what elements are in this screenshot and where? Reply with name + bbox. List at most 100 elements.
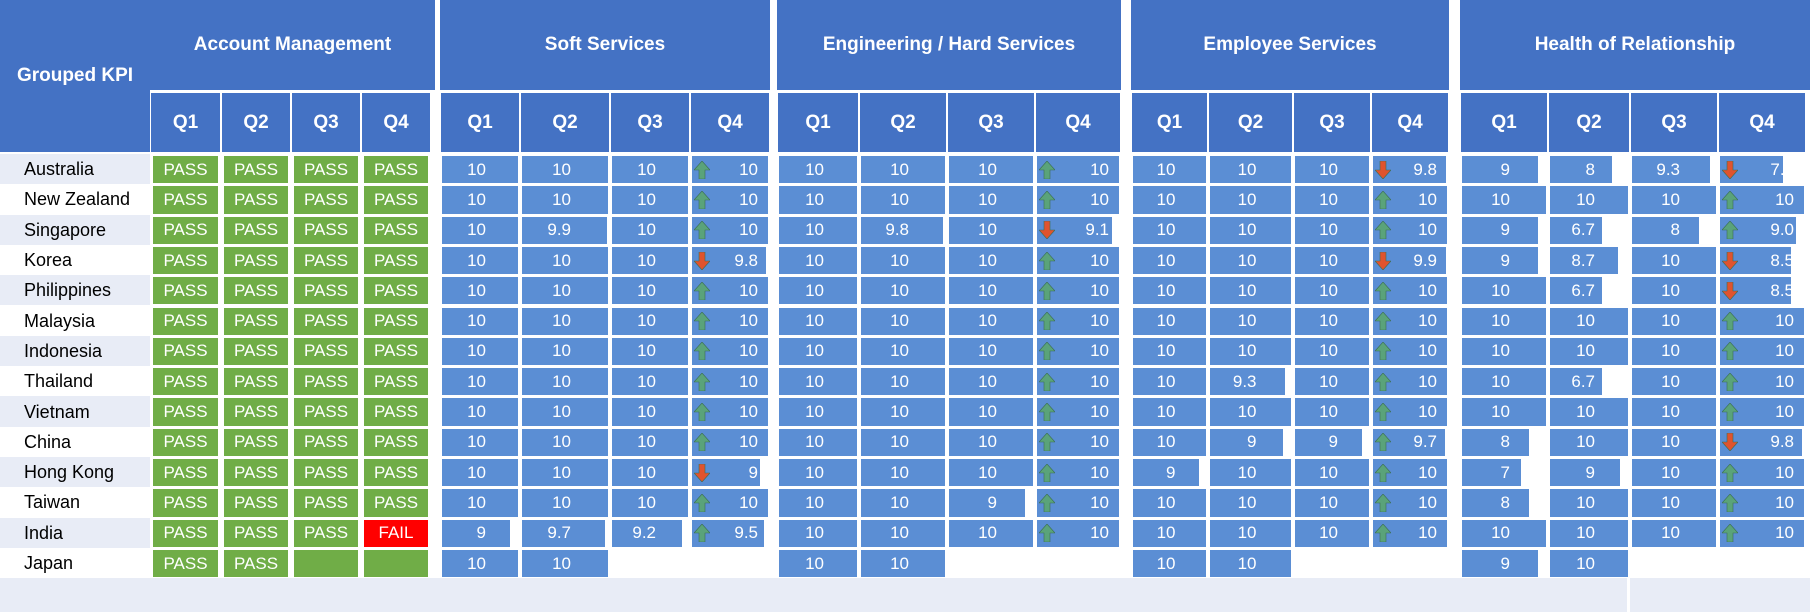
kpi-value: 10 [1319,220,1338,240]
data-bar [949,337,1033,366]
data-bar [1462,277,1546,305]
status-cell: PASS [153,337,218,366]
data-bar [612,277,688,305]
trend-up-icon [1038,402,1056,422]
kpi-value: 10 [1237,280,1257,300]
kpi-value: 10 [739,371,758,391]
kpi-value: 10 [552,159,571,179]
data-bar [949,156,1033,184]
trend-up-icon [1038,311,1056,331]
row-label-background [0,517,150,548]
data-bar [1462,337,1546,366]
kpi-value: 9 [1500,159,1510,179]
status-cell: PASS [294,156,358,184]
kpi-value: 10 [978,402,997,422]
kpi-value: 10 [978,523,997,543]
data-bar [779,186,857,214]
kpi-value: 10 [1156,492,1176,512]
data-bar [442,549,518,578]
data-bar [1133,156,1206,184]
kpi-value: 8.7 [1571,250,1595,270]
kpi-value: 10 [1491,402,1510,422]
quarter-header: Q2 [222,93,290,152]
data-bar [1295,307,1369,335]
kpi-value: 10 [890,462,909,482]
kpi-value: 10 [1491,189,1510,209]
kpi-value: 10 [552,462,571,482]
data-bar [1550,156,1613,184]
kpi-value: 8.5 [1770,250,1794,270]
country-label: Singapore [24,219,107,240]
data-bar [1462,549,1538,578]
kpi-value: 10 [1576,189,1595,209]
kpi-value: 10 [739,159,758,179]
data-bar [612,519,682,547]
trend-down-icon [1721,251,1739,270]
kpi-value: 9.9 [1413,250,1437,270]
data-bar [1210,489,1291,517]
data-bar [1550,549,1628,578]
trend-up-icon [1038,432,1056,452]
data-bar [442,186,518,214]
country-label: Hong Kong [24,462,115,483]
data-bar [949,277,1033,305]
kpi-value: 10 [1418,220,1437,240]
quarter-header: Q1 [778,93,858,152]
row-label-background [0,366,150,397]
status-cell [294,549,358,578]
kpi-value: 10 [1156,432,1176,452]
kpi-value: 10 [1319,462,1338,482]
kpi-value: 10 [637,371,656,391]
data-bar [1295,216,1369,244]
trend-up-icon [1038,341,1056,361]
data-bar [1550,489,1628,517]
data-bar [1295,368,1369,396]
kpi-value: 10 [1418,311,1437,331]
data-bar [612,337,688,366]
kpi-value: 10 [978,189,997,209]
trend-up-icon [1721,463,1739,482]
status-cell: PASS [224,186,288,214]
trend-up-icon [1374,281,1392,301]
row-label-background [0,305,150,336]
data-bar [1462,156,1538,184]
data-bar [1462,428,1530,456]
data-bar [1133,549,1206,578]
kpi-value: 10 [1661,189,1680,209]
kpi-value: 10 [1775,523,1794,543]
kpi-value: 10 [1156,159,1176,179]
kpi-value: 10 [739,189,758,209]
kpi-value: 10 [637,159,656,179]
status-cell: PASS [224,307,288,335]
data-bar [1210,519,1291,547]
trend-up-icon [693,281,711,301]
quarter-header: Q3 [948,93,1034,152]
data-bar [949,519,1033,547]
kpi-value: 10 [978,250,997,270]
data-bar [1210,428,1283,456]
trend-up-icon [1721,523,1739,543]
kpi-value: 10 [637,432,656,452]
kpi-value: 10 [978,280,997,300]
country-label: Taiwan [24,492,81,513]
kpi-value: 10 [1491,371,1510,391]
data-bar [1210,459,1291,487]
data-bar [1632,246,1716,275]
quarter-header: Q4 [1036,93,1120,152]
data-bar [1210,156,1291,184]
status-cell: PASS [153,428,218,456]
group-header: Engineering / Hard Services [777,0,1121,90]
data-bar [1133,216,1206,244]
data-bar [1295,428,1362,456]
country-label: China [24,431,72,452]
status-cell: PASS [364,489,428,517]
data-bar [1462,246,1538,275]
status-cell: PASS [153,489,218,517]
quarter-header: Q2 [1549,93,1629,152]
data-bar [1632,368,1716,396]
quarter-header: Q3 [292,93,360,152]
row-label-background [0,547,150,579]
data-bar [522,368,608,396]
kpi-value: 10 [467,492,486,512]
data-bar [1632,156,1711,184]
